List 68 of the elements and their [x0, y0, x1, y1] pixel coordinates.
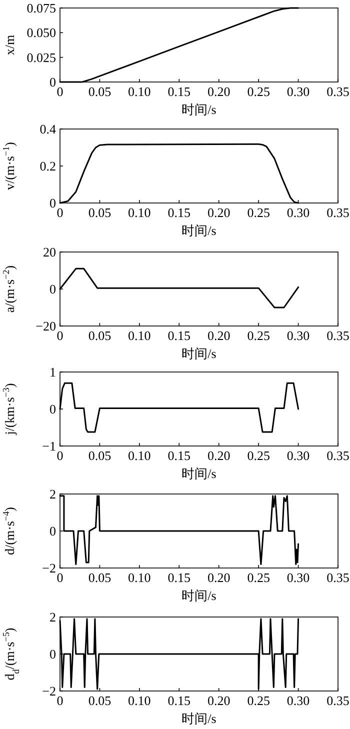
x-tick-label: 0.15 — [168, 448, 191, 463]
x-axis-title: 时间/s — [182, 466, 216, 481]
x-tick-label: 0.25 — [247, 328, 270, 343]
x-tick-label: 0.30 — [286, 448, 310, 463]
x-tick-label: 0.25 — [247, 448, 270, 463]
x-tick-label: 0.20 — [207, 448, 230, 463]
x-tick-label: 0.20 — [207, 205, 230, 220]
x-tick-label: 0.30 — [286, 693, 310, 708]
x-tick-label: 0.05 — [88, 570, 112, 585]
x-tick-label: 0.05 — [88, 84, 112, 99]
x-tick-label: 0.05 — [88, 205, 112, 220]
x-axis-title: 时间/s — [182, 588, 216, 603]
y-tick-label: 1 — [50, 364, 56, 380]
y-tick-label: −20 — [36, 318, 56, 334]
x-tick-label: 0.20 — [207, 328, 230, 343]
x-tick-label: 0.35 — [326, 693, 350, 708]
y-tick-label: 0 — [50, 524, 56, 538]
x-tick-label: 0.20 — [207, 570, 230, 585]
y-tick-label: 0.050 — [26, 25, 56, 40]
x-tick-label: 0.30 — [286, 205, 310, 220]
x-tick-label: 0.10 — [128, 205, 151, 220]
y-tick-label: 0.4 — [40, 122, 56, 136]
y-tick-label: 0.025 — [26, 50, 56, 65]
x-tick-label: 0.10 — [128, 328, 151, 343]
x-tick-label: 0.10 — [128, 448, 151, 463]
x-tick-label: 0.35 — [326, 205, 350, 220]
y-tick-label: 0 — [50, 196, 56, 210]
x-tick-label: 0.15 — [168, 693, 191, 708]
y-tick-label: 0 — [50, 282, 56, 296]
y-tick-label: 2 — [50, 486, 56, 502]
x-tick-label: 0.35 — [326, 570, 350, 585]
x-tick-label: 0.15 — [168, 205, 191, 220]
x-tick-label: 0.25 — [247, 570, 270, 585]
x-tick-label: 0.05 — [88, 448, 112, 463]
y-tick-label: 2 — [50, 610, 56, 624]
x-tick-label: 0.20 — [207, 84, 230, 99]
x-tick-label: 0.30 — [286, 328, 310, 343]
x-tick-label: 0.25 — [247, 84, 270, 99]
x-tick-label: 0.30 — [286, 84, 310, 99]
y-tick-label: −2 — [42, 560, 56, 576]
x-tick-label: 0.15 — [168, 84, 191, 99]
x-axis-title: 时间/s — [182, 711, 216, 726]
x-tick-label: 0.20 — [207, 693, 230, 708]
x-tick-label: 0.15 — [168, 328, 191, 343]
y-tick-label: 0 — [50, 402, 56, 416]
x-tick-label: 0.30 — [286, 570, 310, 585]
x-axis-title: 时间/s — [182, 102, 216, 117]
y-tick-label: −2 — [42, 684, 56, 698]
x-axis-title: 时间/s — [182, 346, 216, 361]
y-axis-title: x/m — [2, 34, 17, 56]
x-tick-label: 0.05 — [88, 693, 112, 708]
y-tick-label: 0.075 — [26, 0, 56, 16]
y-tick-label: 0.2 — [40, 158, 56, 174]
y-tick-label: 0 — [50, 74, 56, 90]
y-tick-label: −1 — [42, 438, 56, 454]
x-tick-label: 0.05 — [88, 328, 112, 343]
x-axis-title: 时间/s — [182, 223, 216, 238]
x-tick-label: 0.25 — [247, 693, 270, 708]
x-tick-label: 0.15 — [168, 570, 191, 585]
x-tick-label: 0.25 — [247, 205, 270, 220]
x-tick-label: 0.10 — [128, 693, 151, 708]
y-tick-label: 0 — [50, 646, 56, 662]
x-tick-label: 0.35 — [326, 328, 350, 343]
y-tick-label: 20 — [43, 244, 56, 260]
x-tick-label: 0.35 — [326, 84, 350, 99]
x-tick-label: 0.35 — [326, 448, 350, 463]
x-tick-label: 0.10 — [128, 84, 151, 99]
x-tick-label: 0.10 — [128, 570, 151, 585]
